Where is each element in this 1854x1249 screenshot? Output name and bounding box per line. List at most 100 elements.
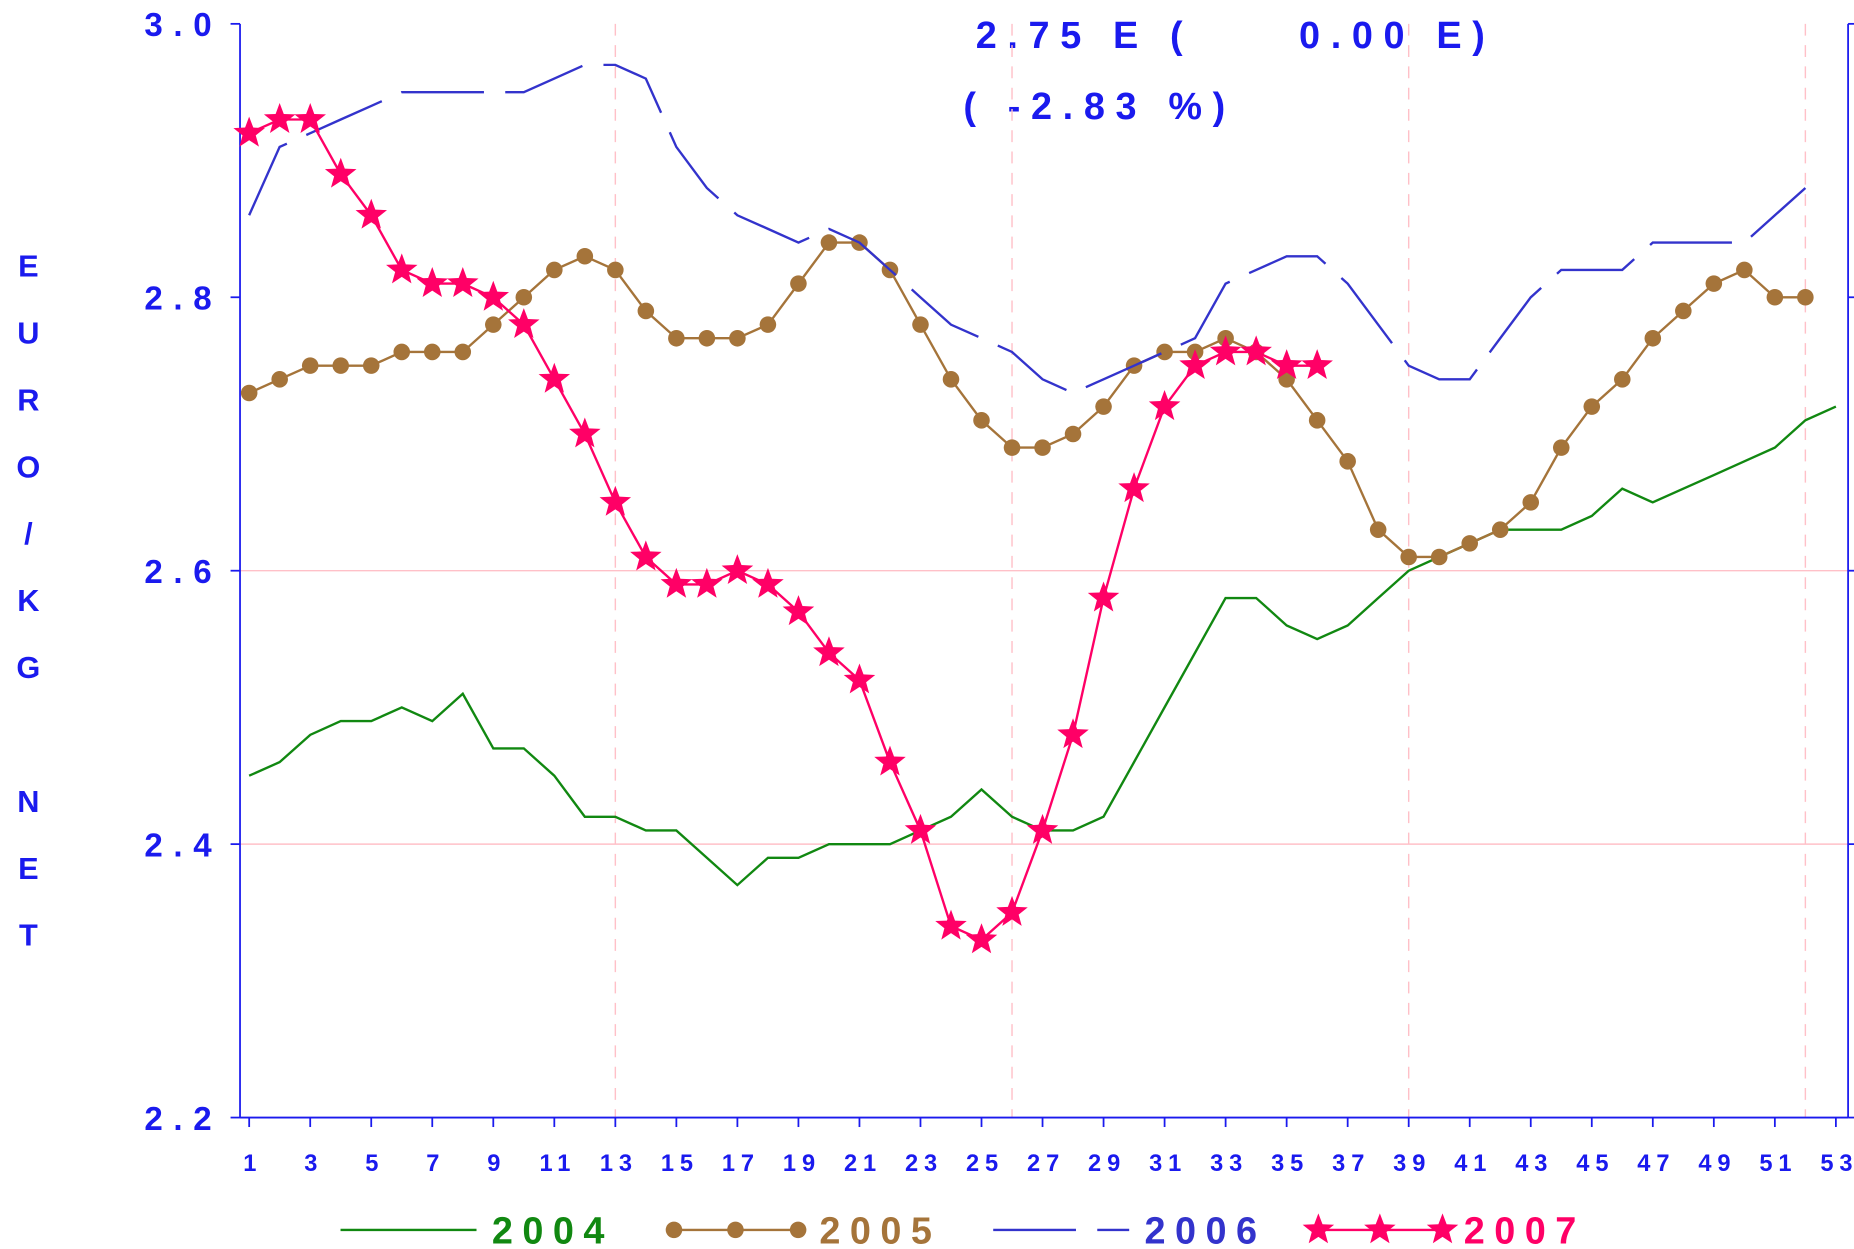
marker <box>1301 349 1333 380</box>
marker <box>1095 398 1112 415</box>
annotation: ( -2.83 %) <box>963 86 1236 128</box>
x-tick-label: 41 <box>1454 1151 1492 1177</box>
marker <box>1026 813 1059 844</box>
marker <box>1797 288 1814 306</box>
marker <box>996 895 1028 926</box>
marker <box>294 102 326 133</box>
x-tick-label: 27 <box>1027 1151 1065 1177</box>
marker <box>752 567 784 598</box>
marker <box>1644 330 1662 347</box>
marker <box>973 412 990 429</box>
marker <box>1461 535 1478 552</box>
x-tick-label: 3 <box>304 1151 323 1177</box>
x-tick-label: 39 <box>1393 1151 1431 1177</box>
marker <box>789 1221 807 1239</box>
marker <box>447 267 479 297</box>
x-tick-label: 23 <box>905 1151 943 1177</box>
marker <box>1148 390 1181 421</box>
marker <box>1736 261 1753 279</box>
marker <box>1522 494 1540 511</box>
marker <box>271 371 288 388</box>
marker <box>1705 275 1723 292</box>
y-axis-label: EURO/KG NET <box>11 248 46 984</box>
x-tick-label: 35 <box>1271 1151 1309 1177</box>
x-tick-label: 31 <box>1149 1151 1187 1177</box>
x-tick-label: 53 <box>1820 1151 1854 1177</box>
marker <box>477 280 510 311</box>
series-line <box>248 405 1837 887</box>
marker <box>965 923 998 954</box>
marker <box>790 275 807 292</box>
marker <box>454 343 472 361</box>
marker <box>1369 521 1387 538</box>
marker <box>935 909 967 940</box>
x-tick-label: 49 <box>1698 1151 1736 1177</box>
y-tick-label: 2.2 <box>144 1101 222 1138</box>
marker <box>1057 718 1089 749</box>
marker <box>942 371 960 388</box>
legend-label: 2007 <box>1464 1210 1586 1249</box>
y-tick-label: 3.0 <box>144 7 222 44</box>
marker <box>912 316 929 333</box>
series-line <box>248 63 1807 395</box>
marker <box>1400 548 1417 566</box>
annotation: 2.75 E ( 0.00 E) <box>976 15 1496 57</box>
x-tick-label: 29 <box>1088 1151 1126 1177</box>
marker <box>423 343 441 361</box>
marker <box>660 567 693 598</box>
x-tick-label: 13 <box>600 1151 638 1177</box>
marker <box>1156 343 1173 361</box>
marker <box>355 198 387 229</box>
marker <box>1583 398 1601 415</box>
marker <box>1209 335 1242 366</box>
marker <box>362 357 380 374</box>
marker <box>665 1221 683 1239</box>
x-tick-label: 43 <box>1515 1151 1553 1177</box>
marker <box>301 357 319 374</box>
marker <box>508 308 540 339</box>
marker <box>843 663 876 694</box>
x-tick-label: 45 <box>1576 1151 1614 1177</box>
marker <box>698 330 716 347</box>
x-tick-label: 1 <box>243 1151 262 1177</box>
x-tick-label: 11 <box>539 1151 576 1177</box>
marker <box>813 636 845 667</box>
legend-label: 2006 <box>1145 1210 1267 1249</box>
marker <box>1308 412 1326 429</box>
marker <box>630 540 662 571</box>
marker <box>1118 472 1150 503</box>
x-tick-label: 17 <box>722 1151 760 1177</box>
y-tick-label: 2.8 <box>144 281 222 318</box>
marker <box>820 234 838 251</box>
y-tick-label: 2.4 <box>144 827 222 864</box>
marker <box>599 485 632 516</box>
series-line <box>248 241 1806 559</box>
marker <box>546 261 563 279</box>
marker <box>1426 1213 1459 1244</box>
marker <box>386 253 418 284</box>
marker <box>1302 1213 1335 1244</box>
marker <box>1240 335 1272 366</box>
marker <box>416 267 449 297</box>
marker <box>324 157 357 188</box>
marker <box>1675 302 1692 320</box>
marker <box>485 316 502 333</box>
marker <box>240 384 258 402</box>
marker <box>668 330 685 347</box>
marker <box>721 554 754 585</box>
marker <box>874 745 906 776</box>
marker <box>1270 349 1303 380</box>
x-tick-label: 21 <box>844 1151 882 1177</box>
marker <box>576 247 594 265</box>
series-line <box>248 118 1318 942</box>
legend-label: 2005 <box>819 1210 941 1249</box>
marker <box>569 417 601 448</box>
marker <box>782 595 815 626</box>
marker <box>538 362 571 393</box>
marker <box>1552 439 1570 456</box>
y-tick-label: 2.6 <box>144 554 222 591</box>
marker <box>637 302 655 320</box>
marker <box>729 330 746 347</box>
legend-label: 2004 <box>492 1210 614 1249</box>
